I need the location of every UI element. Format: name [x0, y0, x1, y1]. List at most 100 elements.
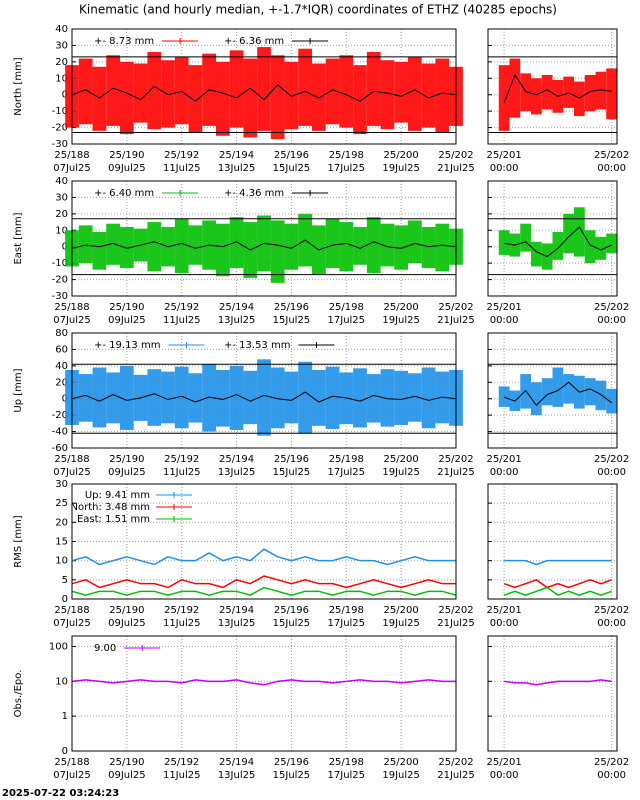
scatter-band — [188, 373, 203, 423]
x-tick-label: 25/196 — [274, 150, 309, 161]
scatter-band — [312, 369, 326, 426]
scatter-band — [353, 65, 367, 135]
x-tick-label: 25/201 — [487, 454, 522, 465]
scatter-band — [270, 220, 285, 283]
x-tick-label: 25/188 — [54, 454, 89, 465]
x-tick-label: 25/201 — [487, 302, 522, 313]
x-tick-sublabel: 11Jul25 — [163, 467, 201, 478]
series-line — [71, 239, 457, 251]
series-line — [504, 679, 612, 686]
x-tick-sublabel: 21Jul25 — [437, 770, 475, 781]
y-tick-label: 10 — [55, 676, 68, 687]
scatter-band — [435, 58, 450, 133]
x-tick-sublabel: 17Jul25 — [328, 770, 366, 781]
series-line — [503, 381, 612, 407]
scatter-band — [563, 374, 574, 404]
scatter-band — [216, 61, 230, 136]
timestamp: 2025-07-22 03:24:23 — [2, 788, 119, 799]
x-tick-label: 25/190 — [109, 302, 144, 313]
scatter-band — [520, 73, 531, 112]
scatter-band — [584, 230, 596, 264]
scatter-band — [298, 361, 312, 434]
plot-frame — [71, 180, 457, 297]
y-tick-label: 30 — [55, 40, 68, 51]
x-tick-label: 25/200 — [384, 302, 419, 313]
scatter-band — [498, 65, 510, 131]
x-tick-sublabel: 09Jul25 — [108, 315, 146, 326]
scatter-band — [174, 366, 189, 429]
scatter-band — [106, 372, 120, 424]
x-tick-sublabel: 17Jul25 — [328, 618, 366, 629]
scatter-band — [394, 225, 408, 270]
scatter-band — [161, 60, 175, 128]
x-tick-label: 25/188 — [54, 150, 89, 161]
plot-frame — [71, 483, 457, 600]
y-tick-label: -30 — [52, 291, 68, 302]
scatter-band — [584, 75, 596, 112]
y-tick-label: 80 — [55, 328, 68, 339]
x-tick-label: 25/202 — [438, 150, 473, 161]
scatter-band — [147, 222, 162, 272]
scatter-band — [380, 223, 395, 267]
scatter-band — [325, 366, 340, 430]
series-line — [504, 226, 612, 258]
x-tick-sublabel: 17Jul25 — [328, 163, 366, 174]
x-tick-sublabel: 21Jul25 — [437, 467, 475, 478]
scatter-band — [325, 218, 340, 269]
x-tick-sublabel: 09Jul25 — [108, 618, 146, 629]
scatter-band — [202, 364, 216, 432]
plot-frame — [487, 332, 618, 449]
x-tick-label: 25/202 — [438, 454, 473, 465]
series-line — [71, 391, 457, 403]
x-tick-label: 25/192 — [164, 302, 199, 313]
scatter-band — [284, 61, 299, 130]
scatter-band — [216, 223, 230, 277]
x-tick-label: 25/202 — [594, 757, 629, 768]
y-tick-label: 40 — [55, 361, 68, 372]
scatter-band — [606, 68, 617, 120]
x-tick-sublabel: 00:00 — [597, 315, 626, 326]
x-tick-label: 25/200 — [384, 150, 419, 161]
scatter-band — [353, 368, 367, 428]
scatter-band — [243, 370, 258, 425]
y-tick-label: 30 — [55, 479, 68, 490]
y-tick-label: 20 — [55, 209, 68, 220]
y-tick-label: 0 — [62, 746, 68, 757]
scatter-band — [284, 223, 299, 270]
y-tick-label: 0 — [62, 90, 68, 101]
x-tick-label: 25/192 — [164, 757, 199, 768]
x-tick-label: 25/202 — [594, 454, 629, 465]
x-tick-sublabel: 19Jul25 — [382, 467, 420, 478]
x-tick-sublabel: 15Jul25 — [273, 315, 311, 326]
x-tick-label: 25/190 — [109, 150, 144, 161]
scatter-band — [92, 231, 107, 270]
scatter-band — [216, 369, 230, 427]
scatter-band — [366, 217, 381, 273]
y-axis-label: Obs./Epo. — [13, 670, 24, 718]
y-tick-label: 5 — [62, 575, 68, 586]
x-tick-label: 25/198 — [329, 605, 364, 616]
x-tick-sublabel: 11Jul25 — [163, 618, 201, 629]
y-tick-label: -20 — [52, 275, 68, 286]
plot-frame — [487, 483, 618, 600]
y-axis-label: RMS [mm] — [13, 515, 24, 567]
x-tick-label: 25/196 — [274, 757, 309, 768]
x-tick-label: 25/202 — [594, 605, 629, 616]
scatter-band — [595, 71, 607, 110]
x-tick-label: 25/198 — [329, 454, 364, 465]
x-tick-sublabel: 00:00 — [490, 163, 519, 174]
x-tick-label: 25/188 — [54, 757, 89, 768]
scatter-band — [552, 231, 564, 260]
x-tick-label: 25/202 — [594, 150, 629, 161]
x-tick-sublabel: 07Jul25 — [53, 163, 91, 174]
x-tick-sublabel: 07Jul25 — [53, 770, 91, 781]
x-tick-label: 25/192 — [164, 150, 199, 161]
x-tick-sublabel: 11Jul25 — [163, 163, 201, 174]
scatter-band — [531, 382, 542, 416]
x-tick-sublabel: 15Jul25 — [273, 467, 311, 478]
x-tick-sublabel: 15Jul25 — [273, 770, 311, 781]
series-line — [504, 559, 612, 566]
scatter-band — [229, 50, 244, 128]
y-tick-label: 0 — [62, 242, 68, 253]
x-tick-sublabel: 17Jul25 — [328, 467, 366, 478]
